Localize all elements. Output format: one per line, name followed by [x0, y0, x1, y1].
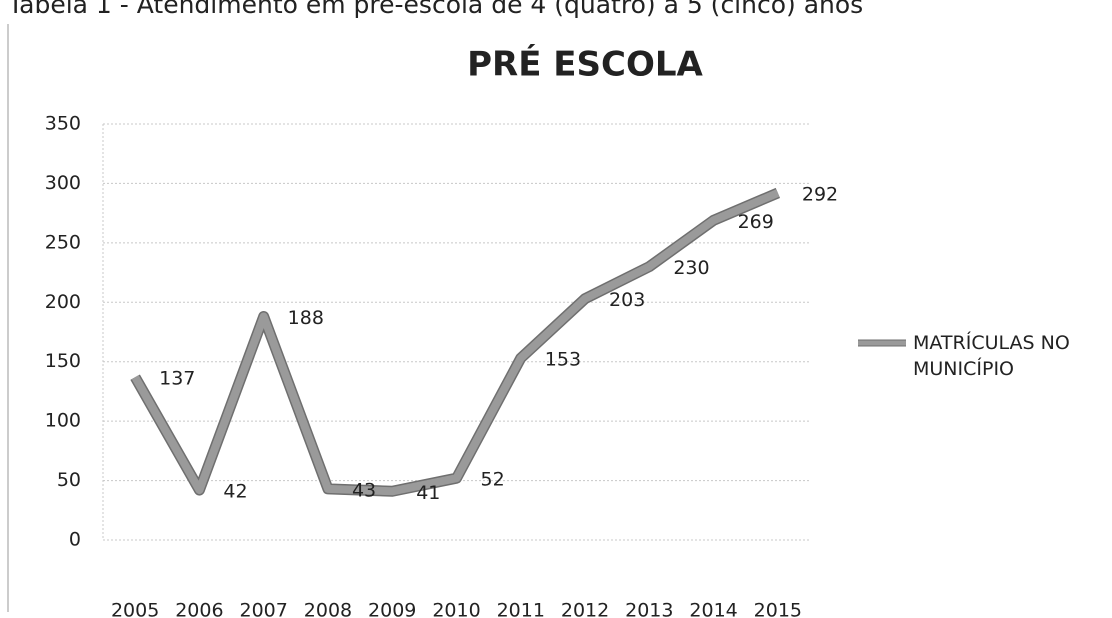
x-tick-label: 2012: [561, 600, 609, 618]
x-tick-label: 2005: [111, 600, 159, 618]
data-label: 269: [738, 211, 774, 233]
data-label: 42: [223, 481, 247, 503]
chart-title: PRÉ ESCOLA: [467, 44, 703, 85]
series-line: [131, 189, 780, 496]
x-tick-label: 2011: [497, 600, 545, 618]
data-label: 188: [288, 307, 324, 329]
y-tick-label: 350: [45, 113, 81, 135]
data-label: 43: [352, 479, 376, 501]
data-label: 137: [159, 368, 195, 390]
x-tick-label: 2006: [175, 600, 223, 618]
x-tick-label: 2009: [368, 600, 416, 618]
y-tick-label: 300: [45, 172, 81, 194]
y-tick-label: 50: [57, 469, 81, 491]
x-tick-label: 2010: [432, 600, 480, 618]
y-tick-label: 0: [69, 529, 81, 551]
x-tick-label: 2014: [689, 600, 737, 618]
y-tick-label: 150: [45, 350, 81, 372]
data-label: 41: [416, 482, 440, 504]
y-tick-label: 250: [45, 231, 81, 253]
y-tick-label: 200: [45, 291, 81, 313]
series-line-edge: [130, 187, 781, 497]
x-tick-label: 2008: [304, 600, 352, 618]
data-label: 230: [673, 257, 709, 279]
caption: Tabela 1 - Atendimento em pré-escola de …: [7, 0, 863, 19]
data-label: 203: [609, 289, 645, 311]
y-tick-label: 100: [45, 410, 81, 432]
legend-label: MATRÍCULAS NO MUNICÍPIO: [913, 332, 1070, 380]
x-tick-label: 2007: [240, 600, 288, 618]
x-tick-label: 2015: [754, 600, 802, 618]
x-tick-label: 2013: [625, 600, 673, 618]
data-label: 52: [481, 469, 505, 491]
data-label: 153: [545, 349, 581, 371]
data-label: 292: [802, 183, 838, 205]
